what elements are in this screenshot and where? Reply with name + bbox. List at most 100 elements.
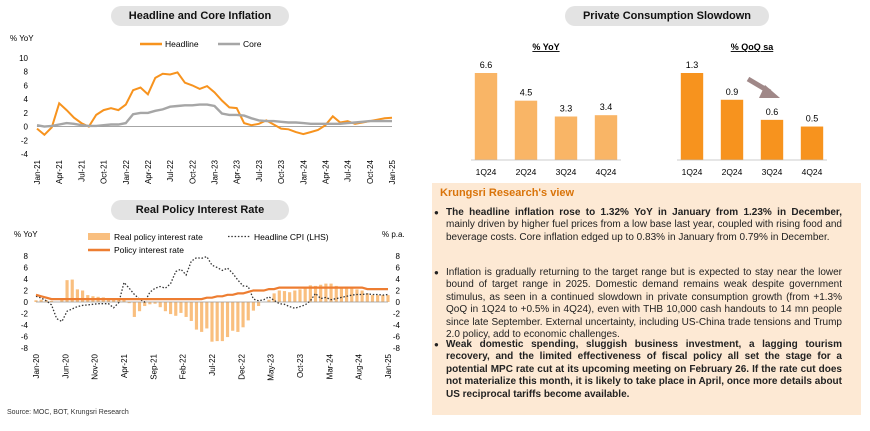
x-tick-label: Oct-23 [277, 159, 286, 184]
bar-real-policy-rate [143, 302, 147, 307]
bar-data-label: 6.6 [480, 60, 493, 70]
bar-real-policy-rate [163, 302, 167, 312]
y-tick-label-right: 8 [396, 252, 401, 261]
bar-real-policy-rate [386, 295, 390, 302]
x-tick-label: Jul-22 [166, 159, 175, 181]
x-tick-label: Jan-22 [122, 159, 131, 184]
x-tick-label: Jul-24 [344, 159, 353, 181]
bar-real-policy-rate [194, 302, 199, 330]
bar-real-policy-rate [231, 302, 235, 331]
bar-real-policy-rate [241, 302, 245, 328]
y-tick-label-right: 6 [396, 264, 401, 273]
bar-real-policy-rate [70, 279, 74, 302]
y-tick-label: 6 [24, 81, 29, 90]
x-tick-label: Apr-23 [233, 159, 242, 184]
bar-real-policy-rate [293, 290, 297, 302]
view-bullet-1: The headline inflation rose to 1.32% YoY… [434, 207, 842, 244]
x-tick-label: May-23 [267, 353, 276, 380]
x-tick-label: Apr-21 [55, 159, 64, 184]
bar-real-policy-rate [117, 298, 121, 302]
bar-real-policy-rate [272, 293, 276, 302]
legend-label: Policy interest rate [114, 245, 184, 255]
bar-real-policy-rate [132, 302, 136, 317]
x-tick-label: Oct-22 [188, 159, 197, 184]
bar-real-policy-rate [34, 300, 38, 302]
real-policy-rate-chart: % YoY % p.a. -8 -8 -6 -6 -4 -4 -2 -2 0 0 2 2 4 4 6 6 8 8 Jan… [14, 230, 405, 381]
y-tick-label: 0 [24, 123, 29, 132]
consumption-bar [594, 115, 618, 160]
y-tick-label: 2 [24, 109, 29, 118]
view-title: Krungsri Research's view [440, 187, 575, 199]
consumption-panel-title: Private Consumption Slowdown [565, 6, 769, 26]
bar-real-policy-rate [158, 302, 162, 308]
bar-real-policy-rate [148, 302, 152, 305]
y-tick-label-left: -2 [21, 310, 29, 319]
y-tick-label-right: -6 [393, 333, 401, 342]
y-tick-label: -2 [21, 136, 29, 145]
bar-data-label: 3.4 [600, 102, 613, 112]
headline-core-chart: % YoY -4 -2 0 2 4 6 8 10 Jan-21 Apr-21 Jul-21 Oct-21… [10, 34, 397, 184]
legend-label: Real policy interest rate [114, 232, 203, 242]
view-bullet-1-bold: The headline inflation rose to 1.32% YoY… [446, 207, 842, 218]
x-tick-label: Apr-22 [144, 159, 153, 184]
bar-real-policy-rate [298, 289, 302, 302]
bar-real-policy-rate [313, 285, 318, 302]
y-tick-label: 10 [19, 54, 28, 63]
bar-real-policy-rate [169, 302, 173, 315]
x-tick-label: Oct-23 [296, 353, 305, 378]
bar-real-policy-rate [324, 283, 328, 302]
y-tick-label-left: 0 [24, 298, 29, 307]
consumption-bar [760, 119, 784, 160]
bar-real-policy-rate [220, 302, 224, 342]
bar-real-policy-rate [205, 302, 209, 329]
bar-real-policy-rate [174, 302, 178, 316]
x-tick-label: 4Q24 [596, 167, 617, 177]
y-tick-label-right: 2 [396, 287, 401, 296]
consumption-bar [680, 73, 704, 160]
y-tick-label-right: -4 [393, 321, 401, 330]
x-tick-label: 2Q24 [722, 167, 743, 177]
x-tick-label: 3Q24 [762, 167, 783, 177]
x-tick-label: Nov-20 [91, 353, 100, 379]
bar-data-label: 4.5 [520, 88, 533, 98]
x-tick-label: Apr-21 [120, 353, 129, 378]
bar-real-policy-rate [189, 302, 193, 321]
bar-real-policy-rate [277, 290, 281, 302]
bar-real-policy-rate [376, 295, 380, 302]
y-tick-label-left: 8 [24, 252, 29, 261]
bar-real-policy-rate [127, 302, 131, 304]
bar-real-policy-rate [355, 289, 359, 302]
bar-real-policy-rate [49, 300, 54, 302]
y-axis-label-left: % YoY [14, 230, 38, 239]
view-bullet-1-rest: mainly driven by higher fuel prices from… [446, 219, 842, 243]
x-tick-label: Dec-22 [237, 353, 246, 379]
subchart-title: % YoY [532, 42, 559, 52]
consumption-bar [554, 116, 578, 160]
bar-real-policy-rate [339, 287, 343, 302]
x-tick-label: Jan-25 [384, 353, 393, 378]
private-consumption-chart: % YoY 6.6 1Q24 4.5 2Q24 3.3 3Q24 3.4 4Q24 % QoQ s… [471, 42, 827, 177]
view-bullet-3: Weak domestic spending, sluggish busines… [434, 339, 842, 401]
bar-real-policy-rate [122, 299, 126, 302]
x-tick-label: Jan-23 [211, 159, 220, 184]
bar-real-policy-rate [44, 300, 48, 302]
view-bullet-2: Inflation is gradually returning to the … [434, 267, 842, 341]
series-line-core [36, 103, 392, 128]
headline-core-panel-title: Headline and Core Inflation [111, 6, 289, 26]
consumption-bar [514, 100, 538, 160]
y-axis-label-right: % p.a. [382, 230, 405, 239]
bar-data-label: 0.5 [806, 114, 819, 124]
x-tick-label: 1Q24 [682, 167, 703, 177]
x-tick-label: Apr-24 [321, 159, 330, 184]
x-tick-label: Jul-21 [77, 159, 86, 181]
policy-rate-panel-title: Real Policy Interest Rate [111, 200, 289, 220]
legend-label: Core [243, 39, 262, 49]
bar-real-policy-rate [112, 298, 116, 302]
y-tick-label-left: -8 [21, 344, 29, 353]
legend-label: Headline [165, 39, 199, 49]
legend-label: Headline CPI (LHS) [254, 232, 329, 242]
bar-real-policy-rate [60, 299, 64, 302]
bar-real-policy-rate [137, 302, 142, 312]
bar-real-policy-rate [288, 292, 292, 302]
bar-real-policy-rate [350, 287, 354, 302]
